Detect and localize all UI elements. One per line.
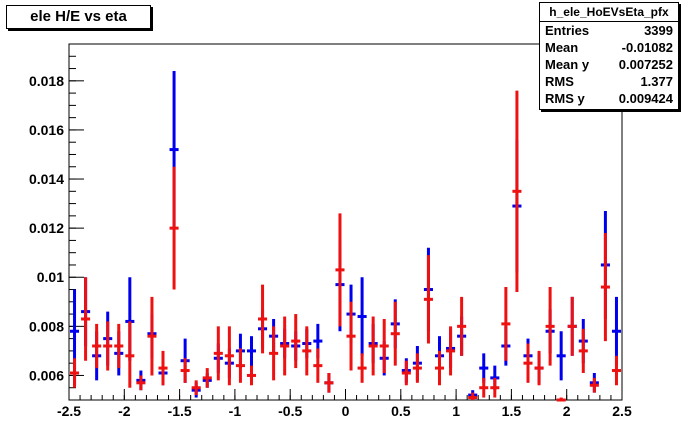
- x-tick-label: -2.5: [57, 403, 81, 419]
- x-tick-label: 2.5: [612, 403, 632, 419]
- stats-row-entries: Entries 3399: [540, 22, 678, 39]
- series-red: [70, 90, 621, 402]
- stats-label: Mean y: [545, 57, 590, 72]
- stats-value: 3399: [644, 23, 673, 38]
- x-tick-label: -1.5: [168, 403, 192, 419]
- stats-box: h_ele_HoEVsEta_pfx Entries 3399 Mean -0.…: [539, 2, 679, 110]
- stats-row-rms-y: RMS y 0.009424: [540, 90, 678, 107]
- stats-value: -0.01082: [621, 40, 673, 55]
- stats-row-mean-y: Mean y 0.007252: [540, 56, 678, 73]
- stats-row-rms: RMS 1.377: [540, 73, 678, 90]
- stats-row-mean: Mean -0.01082: [540, 39, 678, 56]
- stats-label: Mean: [545, 40, 579, 55]
- x-tick-label: -0.5: [278, 403, 302, 419]
- stats-value: 0.007252: [618, 57, 673, 72]
- stats-label: RMS: [545, 74, 574, 89]
- y-tick-label: 0.016: [29, 122, 64, 138]
- stats-label: Entries: [545, 23, 590, 38]
- x-tick-label: -1: [229, 403, 242, 419]
- x-axis: -2.5 -2 -1.5 -1 -0.5 0 0.5 1 1.5 2 2.5: [57, 389, 632, 419]
- chart-title: ele H/E vs eta: [6, 5, 151, 29]
- x-tick-label: -2: [118, 403, 131, 419]
- stats-value: 1.377: [640, 74, 673, 89]
- y-tick-label: 0.008: [29, 318, 64, 334]
- y-tick-label: 0.01: [37, 269, 64, 285]
- y-tick-label: 0.014: [29, 171, 64, 187]
- y-tick-label: 0.006: [29, 367, 64, 383]
- stats-value: 0.009424: [618, 91, 673, 106]
- y-axis: 0.006 0.008 0.01 0.012 0.014 0.016 0.018: [29, 43, 84, 401]
- y-tick-label: 0.018: [29, 73, 64, 89]
- stats-histogram-name: h_ele_HoEVsEta_pfx: [540, 3, 678, 22]
- x-tick-label: 0.5: [391, 403, 411, 419]
- x-tick-label: 1.5: [502, 403, 522, 419]
- x-tick-label: 1: [452, 403, 460, 419]
- y-tick-label: 0.012: [29, 220, 64, 236]
- x-tick-label: 0: [342, 403, 350, 419]
- data-markers: [70, 71, 621, 402]
- x-tick-label: 2: [563, 403, 571, 419]
- stats-label: RMS y: [545, 91, 585, 106]
